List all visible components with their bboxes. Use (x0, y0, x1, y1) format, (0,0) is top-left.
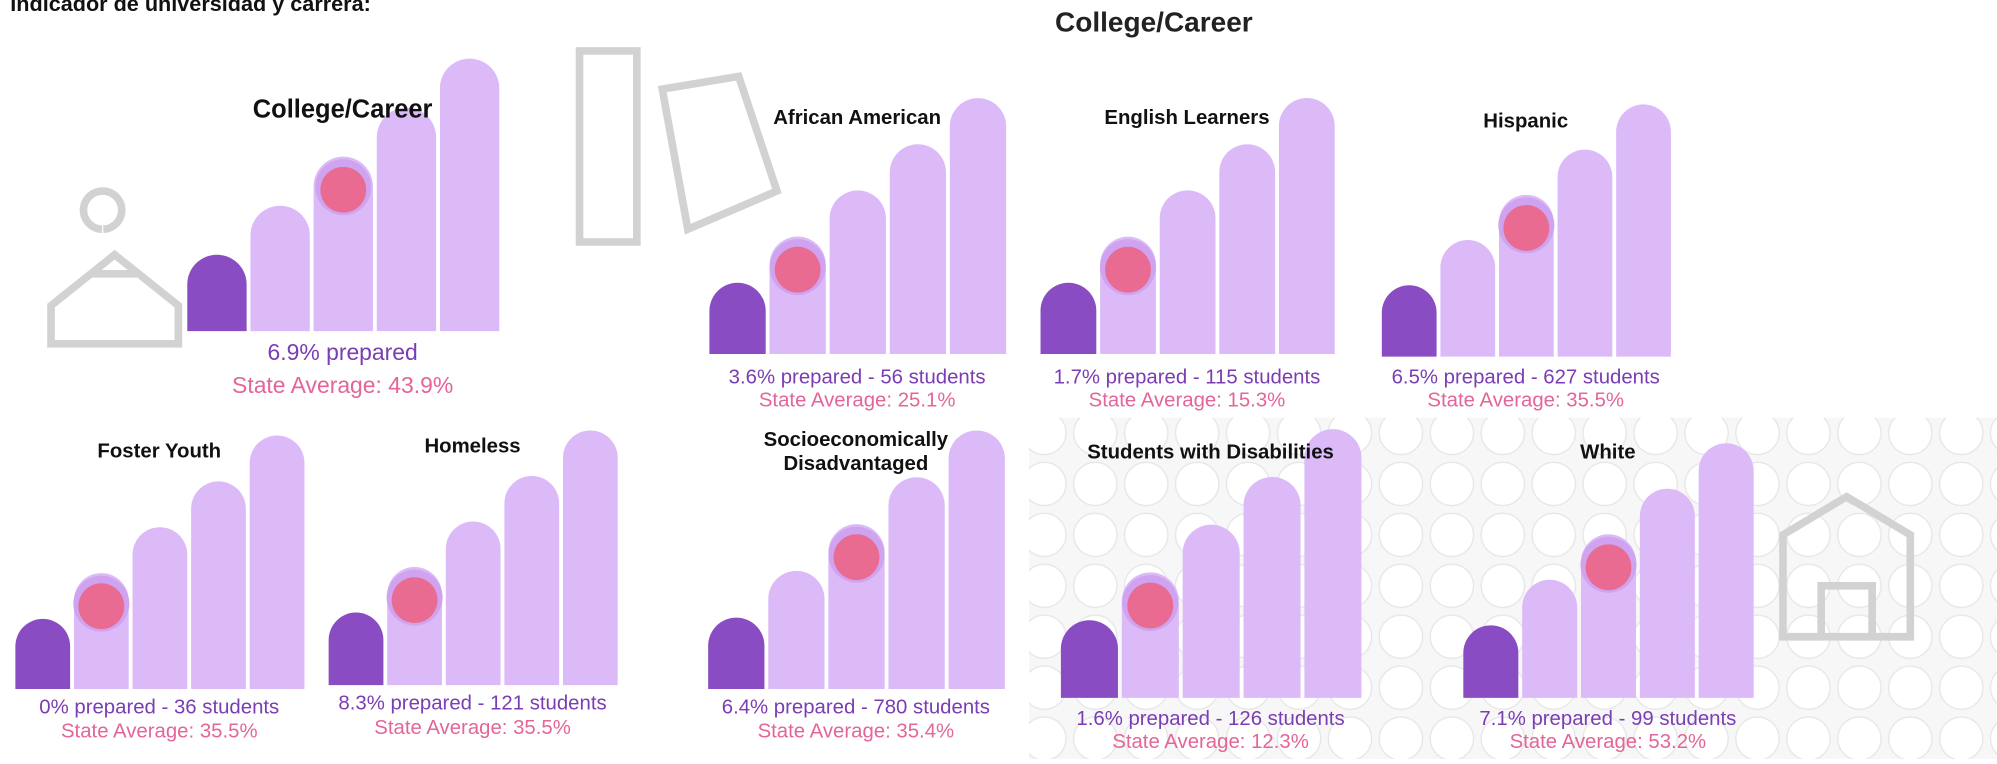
level-dot (1585, 544, 1632, 591)
bar (1616, 104, 1671, 357)
state-average: State Average: 25.1% (759, 390, 956, 412)
bar (1219, 144, 1276, 355)
prepared: 0% prepared - 36 students (39, 696, 279, 718)
prepared: 1.7% prepared - 115 students (1054, 367, 1321, 389)
prepared: 6.5% prepared - 627 students (1392, 367, 1660, 389)
section-title: College/Career (1055, 7, 1253, 38)
bar (1243, 476, 1301, 698)
state-average: State Average: 53.2% (1510, 731, 1707, 753)
bar (250, 205, 310, 332)
level-dot (1105, 246, 1151, 293)
bar (1278, 98, 1335, 355)
panel-title: Socioeconomically (764, 429, 949, 451)
bar (562, 430, 618, 686)
state-average: State Average: 15.3% (1089, 390, 1286, 412)
prepared: 7.1% prepared - 99 students (1479, 708, 1736, 730)
panel-title: Foster Youth (97, 440, 221, 462)
panel-title: White (1580, 442, 1635, 464)
bar (328, 612, 384, 686)
bar (708, 617, 765, 689)
bar (1060, 620, 1118, 698)
bar (187, 254, 247, 332)
level-dot (320, 166, 367, 213)
bar (1639, 488, 1695, 698)
heading: Indicador de universidad y carrera: (10, 0, 371, 16)
bar (829, 190, 886, 355)
bar (376, 107, 437, 332)
bar (948, 430, 1005, 689)
bar (445, 521, 501, 686)
bar (888, 477, 945, 689)
bar (1440, 240, 1496, 357)
bar (1381, 285, 1437, 357)
panel-title: College/Career (253, 96, 433, 124)
panel-title: Homeless (424, 435, 520, 457)
bar (1304, 429, 1362, 698)
prepared: 6.4% prepared - 780 students (722, 696, 990, 718)
level-dot (78, 583, 125, 630)
level-dot (391, 577, 438, 624)
bar (949, 98, 1007, 355)
bar (1159, 190, 1216, 355)
prepared: 6.9% prepared (268, 339, 418, 365)
bar (1557, 149, 1613, 357)
prepared: 1.6% prepared - 126 students (1076, 708, 1344, 730)
panel-title: Students with Disabilities (1087, 442, 1334, 464)
state-average: State Average: 35.5% (374, 717, 571, 739)
state-average: State Average: 43.9% (232, 372, 453, 398)
prepared: 8.3% prepared - 121 students (338, 693, 606, 715)
panel-title: Hispanic (1483, 111, 1568, 133)
level-dot (774, 246, 821, 293)
state-average: State Average: 35.4% (758, 721, 955, 743)
bar (709, 282, 766, 355)
bar (1698, 443, 1754, 698)
bar (768, 570, 825, 689)
state-average: State Average: 35.5% (1427, 390, 1624, 412)
decor-icons (47, 47, 1915, 641)
state-average: State Average: 12.3% (1112, 731, 1309, 753)
level-dot (1503, 205, 1550, 251)
state-average: State Average: 35.5% (61, 721, 258, 743)
bar (1463, 625, 1519, 698)
bar (191, 481, 246, 689)
bar (15, 618, 71, 689)
bar (439, 58, 500, 332)
bar (1182, 524, 1240, 698)
prepared: 3.6% prepared - 56 students (729, 367, 986, 389)
panel-title: English Learners (1104, 107, 1269, 129)
bar (504, 475, 560, 686)
panel-title: Disadvantaged (783, 453, 928, 475)
bar (249, 435, 305, 689)
bar (889, 144, 947, 355)
bar (1040, 282, 1097, 355)
bar (1522, 579, 1578, 698)
level-dot (833, 534, 880, 581)
bar (132, 527, 188, 689)
level-dot (1127, 582, 1174, 629)
panel-title: African American (773, 107, 941, 129)
